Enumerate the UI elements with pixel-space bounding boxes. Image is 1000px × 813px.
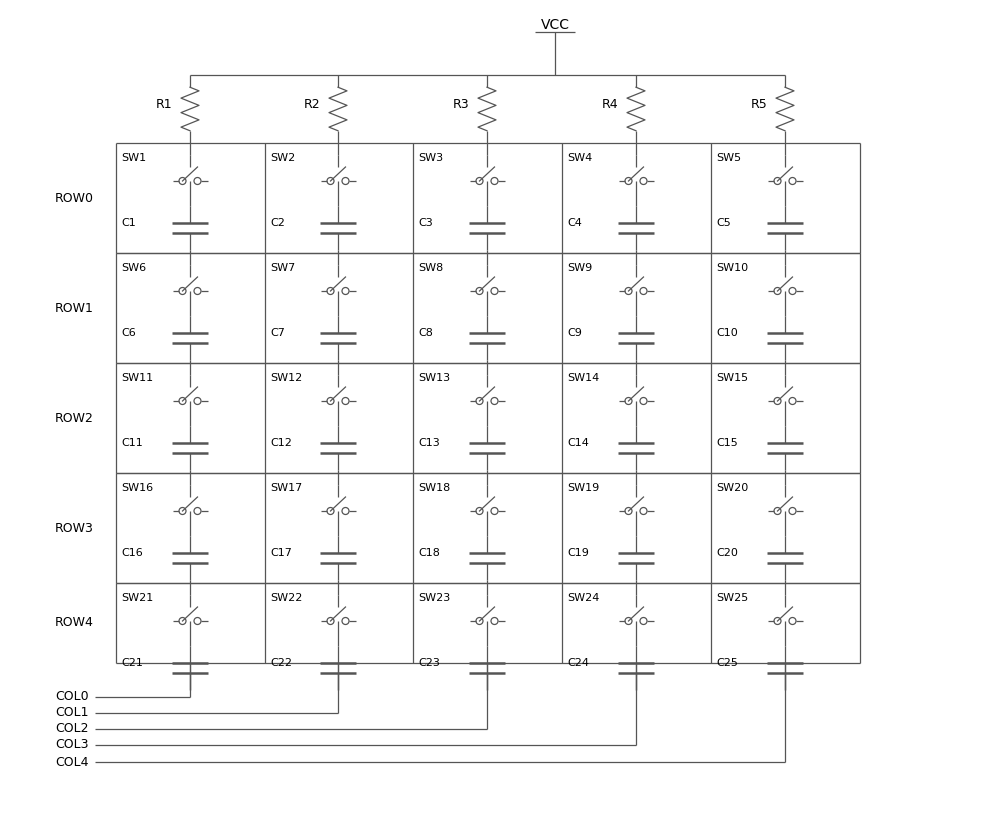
Text: SW13: SW13 — [418, 373, 450, 383]
Text: VCC: VCC — [540, 18, 570, 32]
Text: SW3: SW3 — [418, 153, 443, 163]
Text: SW11: SW11 — [121, 373, 153, 383]
Text: C18: C18 — [418, 548, 440, 558]
Text: C16: C16 — [121, 548, 143, 558]
Text: C21: C21 — [121, 658, 143, 668]
Text: SW19: SW19 — [567, 483, 599, 493]
Text: C11: C11 — [121, 438, 143, 448]
Text: C10: C10 — [716, 328, 738, 338]
Text: C14: C14 — [567, 438, 589, 448]
Text: C15: C15 — [716, 438, 738, 448]
Text: SW18: SW18 — [418, 483, 450, 493]
Text: SW8: SW8 — [418, 263, 443, 273]
Text: C22: C22 — [270, 658, 292, 668]
Text: SW2: SW2 — [270, 153, 295, 163]
Text: C20: C20 — [716, 548, 738, 558]
Text: SW21: SW21 — [121, 593, 153, 603]
Text: C19: C19 — [567, 548, 589, 558]
Text: SW22: SW22 — [270, 593, 302, 603]
Text: ROW1: ROW1 — [55, 302, 94, 315]
Text: C3: C3 — [418, 218, 433, 228]
Text: C7: C7 — [270, 328, 285, 338]
Text: ROW3: ROW3 — [55, 521, 94, 534]
Text: C2: C2 — [270, 218, 285, 228]
Text: COL1: COL1 — [55, 706, 88, 720]
Text: SW16: SW16 — [121, 483, 153, 493]
Text: COL2: COL2 — [55, 723, 88, 736]
Text: C12: C12 — [270, 438, 292, 448]
Text: SW10: SW10 — [716, 263, 748, 273]
Text: COL0: COL0 — [55, 690, 89, 703]
Text: R4: R4 — [601, 98, 618, 111]
Text: SW5: SW5 — [716, 153, 741, 163]
Text: SW7: SW7 — [270, 263, 295, 273]
Text: C8: C8 — [418, 328, 433, 338]
Text: C13: C13 — [418, 438, 440, 448]
Text: SW15: SW15 — [716, 373, 748, 383]
Text: SW24: SW24 — [567, 593, 599, 603]
Text: SW14: SW14 — [567, 373, 599, 383]
Text: COL3: COL3 — [55, 738, 88, 751]
Text: C5: C5 — [716, 218, 731, 228]
Text: C23: C23 — [418, 658, 440, 668]
Text: ROW0: ROW0 — [55, 192, 94, 205]
Text: R3: R3 — [452, 98, 469, 111]
Text: SW12: SW12 — [270, 373, 302, 383]
Text: SW9: SW9 — [567, 263, 592, 273]
Text: ROW4: ROW4 — [55, 616, 94, 629]
Text: SW23: SW23 — [418, 593, 450, 603]
Text: SW25: SW25 — [716, 593, 748, 603]
Text: SW4: SW4 — [567, 153, 592, 163]
Text: C1: C1 — [121, 218, 136, 228]
Text: C4: C4 — [567, 218, 582, 228]
Text: COL4: COL4 — [55, 755, 88, 768]
Text: SW1: SW1 — [121, 153, 146, 163]
Text: C17: C17 — [270, 548, 292, 558]
Text: C24: C24 — [567, 658, 589, 668]
Text: R2: R2 — [303, 98, 320, 111]
Text: R1: R1 — [155, 98, 172, 111]
Text: C9: C9 — [567, 328, 582, 338]
Text: C25: C25 — [716, 658, 738, 668]
Text: SW20: SW20 — [716, 483, 748, 493]
Text: SW17: SW17 — [270, 483, 302, 493]
Text: ROW2: ROW2 — [55, 411, 94, 424]
Text: R5: R5 — [750, 98, 767, 111]
Text: C6: C6 — [121, 328, 136, 338]
Text: SW6: SW6 — [121, 263, 146, 273]
